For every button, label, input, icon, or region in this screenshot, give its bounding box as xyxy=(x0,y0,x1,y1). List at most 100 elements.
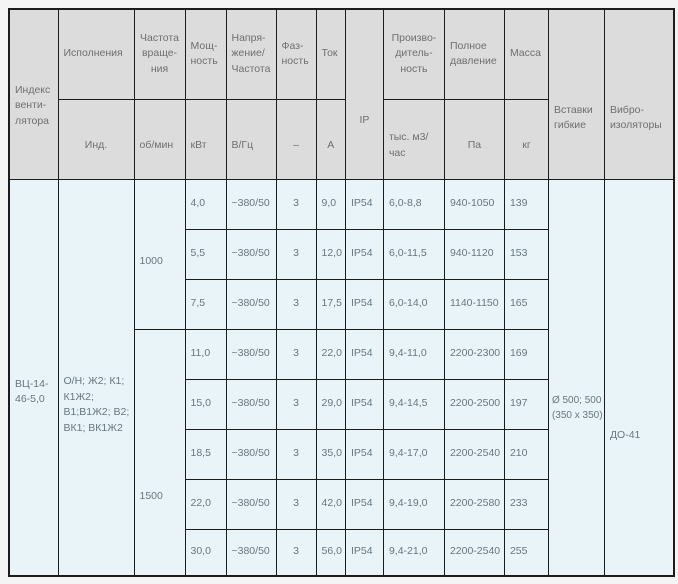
cell-voltage: ~380/50 xyxy=(225,528,277,577)
cell-mass: 210 xyxy=(503,428,549,480)
cell-current: 35,0 xyxy=(315,428,346,480)
table-row: 7,5 ~380/50 3 17,5 IP54 6,0-14,0 1140-11… xyxy=(9,278,674,330)
cell-mass: 153 xyxy=(503,228,549,280)
cell-current: 17,5 xyxy=(315,278,346,330)
fan-specs-table: Индекс венти- лятора Исполнения Частота … xyxy=(8,8,676,577)
cell-phases: 3 xyxy=(275,278,317,330)
cell-ip: IP54 xyxy=(344,378,384,430)
cell-phases: 3 xyxy=(275,378,317,430)
cell-voltage: ~380/50 xyxy=(225,378,277,430)
cell-mass: 139 xyxy=(503,178,549,230)
cell-mass: 169 xyxy=(503,328,549,380)
header-row-units: Инд. об/мин кВт В/Гц – А тыс. м3/час Па … xyxy=(9,98,674,180)
cell-mass: 233 xyxy=(503,478,549,530)
cell-capacity: 9,4-11,0 xyxy=(382,328,445,380)
table-row: ВЦ-14- 46-5,0 О/Н; Ж2; К1; К1Ж2; В1;В1Ж2… xyxy=(8,178,675,577)
cell-mass: 255 xyxy=(503,528,549,577)
cell-pressure: 2200-2540 xyxy=(443,428,505,480)
cell-voltage: ~380/50 xyxy=(225,178,277,230)
cell-power: 7,5 xyxy=(184,278,227,330)
table-row: 1500 11,0 ~380/50 3 22,0 IP54 9,4-11,0 2… xyxy=(9,328,674,577)
header-ip: IP xyxy=(344,8,384,180)
cell-ip: IP54 xyxy=(344,278,384,330)
cell-executions: О/Н; Ж2; К1; К1Ж2; В1;В1Ж2; В2; ВК1; ВК1… xyxy=(57,178,135,577)
cell-pressure: 940-1120 xyxy=(443,228,505,280)
header-mass-unit: кг xyxy=(503,98,549,180)
header-pressure-unit: Па xyxy=(443,98,505,180)
cell-current: 9,0 xyxy=(315,178,346,230)
cell-ip: IP54 xyxy=(344,528,384,577)
cell-capacity: 6,0-8,8 xyxy=(382,178,445,230)
cell-current: 22,0 xyxy=(315,328,346,380)
cell-power: 11,0 xyxy=(184,328,227,380)
header-mass: Масса xyxy=(503,8,549,100)
cell-voltage: ~380/50 xyxy=(225,428,277,480)
table-row: 5,5 ~380/50 3 12,0 IP54 6,0-11,5 940-112… xyxy=(9,228,674,280)
header-phases: Фаз- ность xyxy=(275,8,317,100)
header-power-unit: кВт xyxy=(184,98,227,180)
cell-pressure: 2200-2500 xyxy=(443,378,505,430)
header-executions: Исполнения xyxy=(57,8,135,100)
cell-capacity: 6,0-14,0 xyxy=(382,278,445,330)
cell-phases: 3 xyxy=(275,428,317,480)
cell-vibration-isolators: ДО-41 xyxy=(603,178,675,577)
cell-phases: 3 xyxy=(275,328,317,380)
cell-phases: 3 xyxy=(275,478,317,530)
cell-current: 42,0 xyxy=(315,478,346,530)
cell-ip: IP54 xyxy=(344,478,384,530)
header-speed: Частота враще- ния xyxy=(133,8,186,100)
cell-current: 29,0 xyxy=(315,378,346,430)
cell-ip: IP54 xyxy=(344,178,384,230)
cell-power: 18,5 xyxy=(184,428,227,480)
cell-ip: IP54 xyxy=(344,228,384,280)
table-row: 15,0 ~380/50 3 29,0 IP54 9,4-14,5 2200-2… xyxy=(9,378,674,430)
cell-capacity: 9,4-19,0 xyxy=(382,478,445,530)
cell-rpm: 1000 xyxy=(133,178,186,330)
cell-pressure: 2200-2580 xyxy=(443,478,505,530)
cell-voltage: ~380/50 xyxy=(225,478,277,530)
header-capacity-unit: тыс. м3/час xyxy=(382,98,445,180)
cell-pressure: 940-1050 xyxy=(443,178,505,230)
cell-rpm: 1500 xyxy=(133,328,186,577)
table-row: 30,0 ~380/50 3 56,0 IP54 9,4-21,0 2200-2… xyxy=(9,528,674,577)
cell-mass: 165 xyxy=(503,278,549,330)
cell-ip: IP54 xyxy=(344,328,384,380)
header-executions-unit: Инд. xyxy=(57,98,135,180)
header-voltage: Напря- жение/ Частота xyxy=(225,8,277,100)
cell-voltage: ~380/50 xyxy=(225,328,277,380)
header-pressure: Полное давление xyxy=(443,8,505,100)
cell-flexible-inserts: Ø 500; 500 (350 x 350) xyxy=(547,178,605,577)
table-row: 18,5 ~380/50 3 35,0 IP54 9,4-17,0 2200-2… xyxy=(9,428,674,480)
header-phases-unit: – xyxy=(275,98,317,180)
cell-voltage: ~380/50 xyxy=(225,228,277,280)
header-voltage-unit: В/Гц xyxy=(225,98,277,180)
cell-power: 5,5 xyxy=(184,228,227,280)
cell-phases: 3 xyxy=(275,528,317,577)
cell-capacity: 9,4-21,0 xyxy=(382,528,445,577)
cell-power: 30,0 xyxy=(184,528,227,577)
cell-pressure: 2200-2300 xyxy=(443,328,505,380)
cell-capacity: 9,4-17,0 xyxy=(382,428,445,480)
header-row-top: Индекс венти- лятора Исполнения Частота … xyxy=(8,8,675,180)
header-current: Ток xyxy=(315,8,346,100)
header-current-unit: А xyxy=(315,98,346,180)
header-vibration-isolators: Вибро- изоляторы xyxy=(603,8,675,180)
cell-voltage: ~380/50 xyxy=(225,278,277,330)
cell-current: 12,0 xyxy=(315,228,346,280)
header-capacity: Произво- дитель- ность xyxy=(382,8,445,100)
cell-ip: IP54 xyxy=(344,428,384,480)
cell-capacity: 6,0-11,5 xyxy=(382,228,445,280)
table-row: 22,0 ~380/50 3 42,0 IP54 9,4-19,0 2200-2… xyxy=(9,478,674,530)
header-power: Мощ- ность xyxy=(184,8,227,100)
cell-phases: 3 xyxy=(275,178,317,230)
header-fan-index: Индекс венти- лятора xyxy=(8,8,59,180)
header-speed-unit: об/мин xyxy=(133,98,186,180)
cell-power: 22,0 xyxy=(184,478,227,530)
cell-mass: 197 xyxy=(503,378,549,430)
cell-pressure: 2200-2540 xyxy=(443,528,505,577)
cell-phases: 3 xyxy=(275,228,317,280)
cell-fan-index: ВЦ-14- 46-5,0 xyxy=(8,178,59,577)
cell-pressure: 1140-1150 xyxy=(443,278,505,330)
cell-current: 56,0 xyxy=(315,528,346,577)
cell-power: 4,0 xyxy=(184,178,227,230)
